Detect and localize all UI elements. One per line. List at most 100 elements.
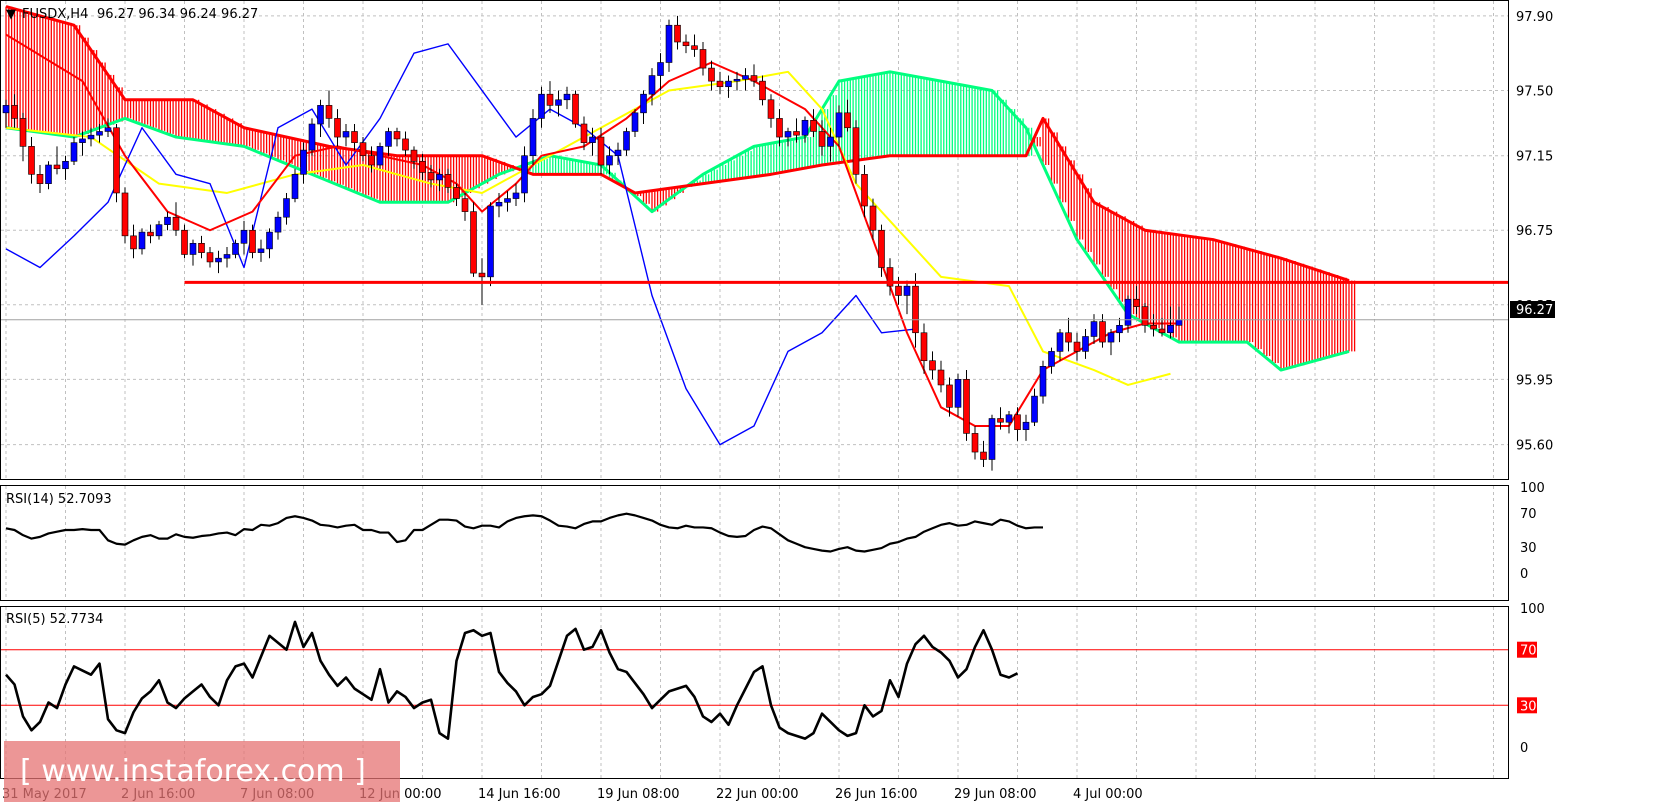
candle-body <box>155 224 163 237</box>
candle-body <box>317 105 324 125</box>
candle-body <box>478 272 486 278</box>
candle-body <box>495 201 503 207</box>
candle-body <box>181 229 188 255</box>
rsi5-y-tick-label: 70 <box>1520 644 1537 659</box>
candle-body <box>172 216 180 231</box>
candle-body <box>733 78 741 82</box>
candle-body <box>937 369 945 386</box>
candle-body <box>818 131 826 147</box>
rsi14-y-tick-label: 70 <box>1520 507 1537 522</box>
candle-body <box>453 187 460 199</box>
candle-body <box>844 112 851 129</box>
candle-body <box>640 93 647 114</box>
candle-body <box>963 379 970 434</box>
ichimoku-lines <box>5 5 1350 446</box>
candle-body <box>912 285 919 334</box>
rsi14-y-tick-label: 0 <box>1520 567 1528 582</box>
candle-body <box>716 80 724 88</box>
candle-body <box>334 118 341 138</box>
rsi14-y-tick-label: 30 <box>1520 541 1537 556</box>
candle-body <box>580 123 588 143</box>
candle-body <box>1082 336 1089 352</box>
candle-body <box>555 99 562 106</box>
candle-body <box>45 164 52 184</box>
candle-body <box>19 118 27 147</box>
rsi5-y-tick-label: 30 <box>1520 699 1537 714</box>
candle-body <box>419 160 426 173</box>
candle-body <box>36 174 44 184</box>
candle-body <box>198 242 205 253</box>
rsi14-y-tick-label: 100 <box>1520 481 1545 496</box>
candle-body <box>665 24 673 63</box>
rsi5-y-tick-label: 0 <box>1520 741 1528 756</box>
candle-body <box>130 235 137 250</box>
rsi5-line <box>5 620 1019 740</box>
x-tick-label: 26 Jun 16:00 <box>835 787 918 802</box>
current-price-box <box>1510 301 1555 318</box>
senkou-span-b-line <box>5 5 1350 282</box>
candle-body <box>852 127 860 175</box>
candle-body <box>750 75 758 82</box>
candle-body <box>325 105 333 119</box>
candle-body <box>11 105 18 119</box>
rsi14-plot <box>5 512 1043 553</box>
candle-body <box>657 62 664 76</box>
chikou-span-line <box>5 43 916 446</box>
candle-body <box>87 134 95 140</box>
rsi5-level-badge <box>1517 641 1537 658</box>
rsi5-level-badge <box>1517 697 1537 714</box>
candle-body <box>487 205 494 278</box>
candle-body <box>1005 414 1013 423</box>
candle-body <box>1167 325 1174 334</box>
candle-body <box>291 174 299 199</box>
candle-body <box>393 131 401 140</box>
candle-body <box>1022 421 1030 430</box>
candle-body <box>104 127 112 132</box>
candle-body <box>359 142 367 156</box>
main-y-tick-label: 97.15 <box>1516 150 1553 165</box>
candle-body <box>895 285 902 296</box>
candle-body <box>793 131 800 136</box>
candle-body <box>376 146 384 166</box>
kijun-sen-line <box>5 70 1171 386</box>
candle-body <box>1141 306 1149 326</box>
candle-body <box>189 242 197 255</box>
candle-body <box>512 192 520 199</box>
candle-body <box>121 192 129 237</box>
candle-body <box>308 123 316 151</box>
candle-body <box>742 75 749 80</box>
candle-body <box>410 149 418 162</box>
candle-body <box>631 112 639 132</box>
candle-body <box>70 142 78 162</box>
candle-body <box>784 131 792 138</box>
candle-body <box>1107 332 1115 343</box>
x-tick-label: 19 Jun 08:00 <box>597 787 680 802</box>
candle-body <box>1158 328 1166 334</box>
candle-body <box>674 24 681 43</box>
candle-body <box>62 160 69 170</box>
candle-body <box>1116 325 1123 334</box>
watermark: [ www.instaforex.com ] <box>4 741 400 802</box>
candle-body <box>827 136 834 147</box>
candle-body <box>589 136 596 143</box>
candle-body <box>903 285 911 296</box>
header-ohlc: 96.27 96.34 96.24 96.27 <box>97 7 258 22</box>
candle-body <box>1133 298 1140 307</box>
current-price-label: 96.27 <box>1516 303 1553 318</box>
candle-body <box>164 216 171 225</box>
senkou-span-a-line <box>5 70 1350 372</box>
candle-body <box>1175 319 1183 326</box>
candle-body <box>444 174 452 188</box>
header-arrow: ▼ <box>6 7 16 22</box>
candle-body <box>538 93 545 119</box>
y-axis-labels: 97.9097.5097.1596.7596.3595.9595.6010070… <box>1516 10 1553 756</box>
candle-body <box>971 433 979 453</box>
rsi14-title: RSI(14) 52.7093 <box>6 492 112 507</box>
rsi5-y-tick-label: 100 <box>1520 602 1545 617</box>
candle-body <box>1031 395 1038 423</box>
candle-body <box>470 211 477 274</box>
candle-body <box>1039 366 1047 397</box>
candle-body <box>878 229 885 268</box>
candle-body <box>861 174 868 207</box>
candle-body <box>223 254 231 259</box>
